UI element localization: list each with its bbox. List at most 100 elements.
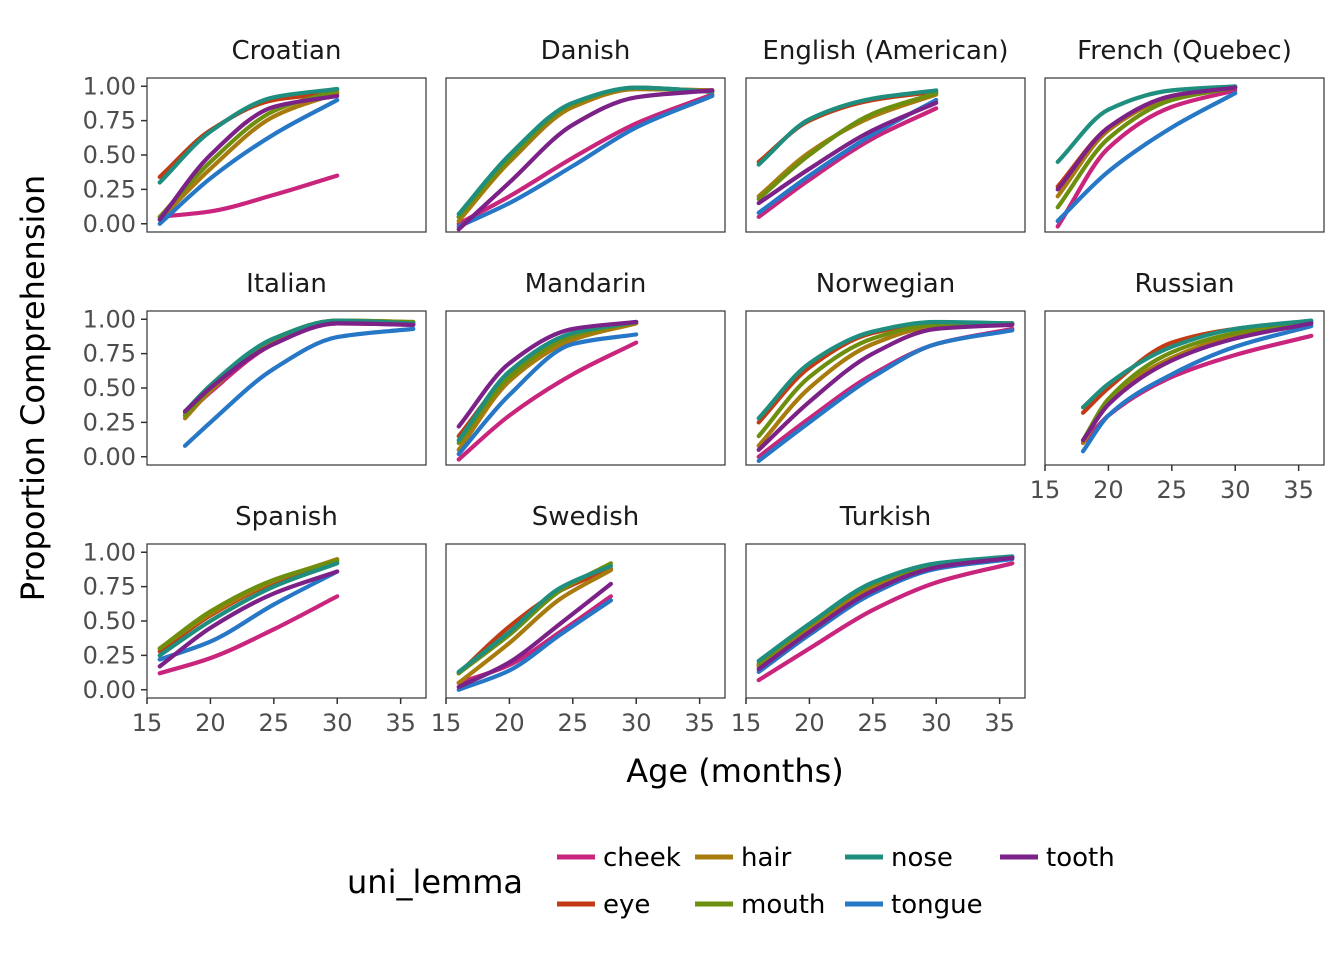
x-tick-label: 25 [259, 709, 290, 737]
x-tick-label: 35 [984, 709, 1015, 737]
legend-label: tongue [891, 890, 983, 920]
series-line-tooth [1080, 321, 1314, 443]
panel-french-quebec: French (Quebec) [1044, 36, 1325, 233]
legend-label: hair [741, 843, 792, 873]
y-tick-label: 0.25 [83, 641, 136, 669]
panel-title: Croatian [232, 36, 342, 66]
legend-label: nose [891, 843, 953, 873]
legend: uni_lemma cheek eye hair mouth nose tongue too… [347, 843, 1115, 920]
legend-title: uni_lemma [347, 863, 523, 901]
x-tick-label: 30 [1220, 476, 1251, 504]
series-line-tooth [182, 321, 416, 414]
series-line-tongue [456, 598, 613, 692]
legend-label: mouth [741, 890, 825, 920]
y-tick-label: 0.50 [83, 374, 136, 402]
series-line-nose [1080, 318, 1314, 410]
panel-title: Turkish [839, 502, 931, 532]
series-line-cheek [157, 173, 340, 219]
x-tick-label: 20 [494, 709, 525, 737]
x-tick-label: 20 [1093, 476, 1124, 504]
series-line-nose [756, 319, 1015, 421]
series-line-cheek [456, 340, 639, 462]
legend-item-tongue: tongue [845, 890, 983, 920]
series-line-tongue [456, 332, 639, 457]
series-line-tongue [157, 97, 340, 226]
panel-swedish: Swedish 15 20 25 30 35 [431, 502, 726, 737]
series-line-tongue [1080, 324, 1314, 454]
legend-label: cheek [603, 843, 681, 873]
panel-title: Italian [246, 269, 327, 299]
panel-russian: Russian 15 20 25 30 35 [1030, 269, 1325, 504]
series-line-tooth [456, 319, 639, 429]
legend-item-eye: eye [557, 890, 650, 920]
panel-title: French (Quebec) [1077, 36, 1292, 66]
panel-frame [745, 77, 1026, 233]
y-tick-label: 1.00 [83, 305, 136, 333]
series-line-nose [456, 85, 715, 217]
panel-title: Mandarin [525, 269, 647, 299]
panel-italian: Italian 0.00 0.25 0.50 0.75 1.00 [83, 269, 427, 471]
series-line-tongue [1055, 91, 1238, 224]
panel-english-american: English (American) [745, 36, 1026, 233]
y-tick-label: 0.50 [83, 607, 136, 635]
series-line-tongue [157, 569, 340, 662]
series-line-tooth [756, 322, 1015, 452]
x-tick-label: 15 [132, 709, 163, 737]
series-line-tooth [1055, 85, 1238, 192]
legend-item-hair: hair [695, 843, 792, 873]
series-line-tongue [182, 326, 416, 448]
y-tick-label: 0.25 [83, 408, 136, 436]
series-line-tooth [456, 581, 613, 690]
x-tick-label: 15 [731, 709, 762, 737]
x-tick-label: 35 [684, 709, 715, 737]
panel-title: Norwegian [816, 269, 955, 299]
series-line-mouth [756, 91, 939, 202]
series-line-tooth [756, 100, 939, 206]
panel-title: Spanish [235, 502, 338, 532]
legend-label: eye [603, 890, 650, 920]
y-tick-label: 0.75 [83, 340, 136, 368]
legend-item-tooth: tooth [1000, 843, 1115, 873]
series-line-tooth [756, 555, 1015, 672]
series-line-hair [157, 91, 340, 222]
panel-frame [745, 543, 1026, 699]
series-line-cheek [456, 92, 715, 226]
x-tick-label: 30 [322, 709, 353, 737]
series-line-cheek [756, 561, 1015, 683]
series-line-tooth [157, 93, 340, 222]
y-tick-label: 0.50 [83, 141, 136, 169]
facet-panels: Croatian 0.00 0.25 0.50 0.75 1.00 Danish Englis… [83, 36, 1325, 737]
y-tick-label: 1.00 [83, 72, 136, 100]
series-line-mouth [1080, 319, 1314, 443]
x-axis-title: Age (months) [626, 752, 844, 790]
legend-label: tooth [1046, 843, 1115, 873]
panel-title: English (American) [762, 36, 1008, 66]
panel-title: Swedish [532, 502, 640, 532]
y-tick-label: 0.75 [83, 107, 136, 135]
panel-spanish: Spanish 0.00 0.25 0.50 0.75 1.00 15 20 25 30 35 [83, 502, 427, 737]
y-tick-label: 0.00 [83, 676, 136, 704]
series-line-tongue [456, 93, 715, 229]
x-tick-label: 20 [195, 709, 226, 737]
series-line-nose [157, 561, 340, 658]
series-line-nose [157, 86, 340, 185]
x-tick-label: 30 [921, 709, 952, 737]
series-line-tongue [756, 328, 1015, 463]
x-tick-label: 25 [558, 709, 589, 737]
y-tick-label: 0.00 [83, 443, 136, 471]
x-tick-label: 20 [794, 709, 825, 737]
series-line-nose [756, 88, 939, 167]
x-tick-label: 30 [621, 709, 652, 737]
x-tick-label: 25 [858, 709, 889, 737]
panel-title: Danish [541, 36, 631, 66]
series-line-nose [1055, 84, 1238, 164]
panel-croatian: Croatian 0.00 0.25 0.50 0.75 1.00 [83, 36, 427, 238]
series-line-tooth [157, 569, 340, 669]
x-tick-label: 15 [431, 709, 462, 737]
panel-danish: Danish [445, 36, 726, 233]
series-line-nose [756, 554, 1015, 663]
x-tick-label: 25 [1157, 476, 1188, 504]
panel-frame [146, 77, 427, 233]
y-axis-title: Proportion Comprehension [14, 175, 52, 602]
